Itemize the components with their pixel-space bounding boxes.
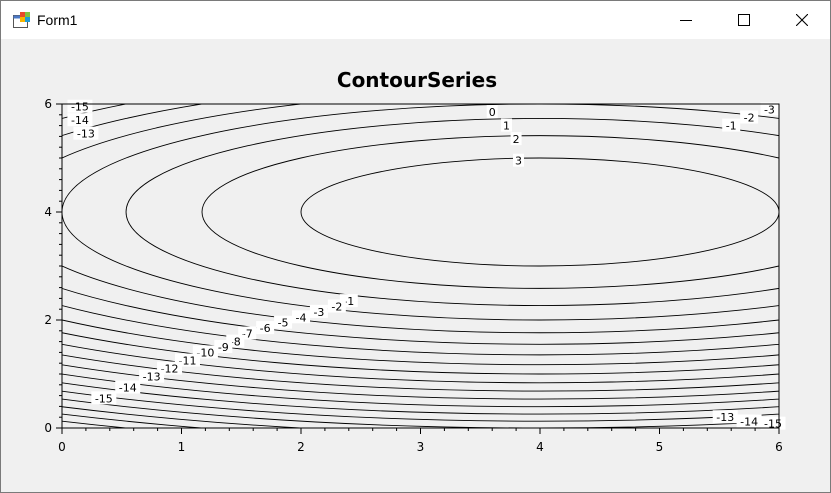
contour-label: -3: [760, 102, 779, 116]
contour-label: -15: [67, 99, 93, 114]
contour-line: [62, 104, 779, 334]
svg-text:-14: -14: [119, 382, 137, 395]
svg-text:-1: -1: [726, 120, 737, 133]
svg-text:-13: -13: [716, 411, 734, 424]
contour-label: -2: [327, 299, 346, 314]
y-tick-label: 2: [44, 313, 52, 327]
contour-line: [300, 157, 779, 267]
contour-label: -14: [115, 380, 141, 395]
x-tick-label: 5: [656, 440, 664, 454]
chart-title: ContourSeries: [337, 68, 497, 92]
y-tick-label: 4: [44, 205, 52, 219]
contour-line: [62, 343, 779, 384]
contour-line: [62, 104, 779, 366]
y-axis: 0 2 4 6: [44, 97, 62, 435]
svg-text:-14: -14: [740, 416, 758, 429]
svg-text:-13: -13: [77, 128, 95, 141]
maximize-button[interactable]: [715, 1, 773, 39]
svg-text:-11: -11: [178, 355, 196, 368]
svg-text:-8: -8: [230, 336, 241, 349]
contour-chart: ContourSeries 0123-1-2-3-4-5-6-7-8-9-10-…: [44, 68, 786, 454]
svg-text:0: 0: [489, 106, 496, 119]
plot-view[interactable]: ContourSeries 0 1 2 3 -1 -2 -3 -4 -5 -6 -7 -8 -9 -10-…: [1, 39, 830, 492]
contour-line: [62, 382, 779, 415]
svg-text:-2: -2: [331, 301, 342, 314]
svg-text:-7: -7: [242, 328, 253, 341]
contour-label: -6: [256, 321, 275, 335]
svg-text:-10: -10: [196, 346, 214, 359]
svg-text:-15: -15: [71, 101, 89, 114]
svg-text:-1: -1: [343, 295, 354, 308]
y-tick-label: 0: [44, 421, 52, 435]
y-tick-label: 6: [44, 97, 52, 111]
svg-text:-13: -13: [143, 371, 161, 384]
contour-label: -14: [736, 414, 762, 429]
contour-label: -2: [740, 110, 759, 125]
contour-line: [125, 118, 779, 306]
contour-line: [62, 364, 779, 400]
contour-label: -13: [73, 126, 99, 141]
contour-line: [62, 104, 779, 345]
contour-line: [62, 373, 779, 408]
x-tick-label: 4: [536, 440, 544, 454]
contour-line: [62, 104, 779, 321]
contour-line: [62, 104, 779, 356]
svg-text:-9: -9: [218, 341, 229, 354]
contour-label: -15: [760, 416, 786, 431]
x-tick-label: 0: [58, 440, 66, 454]
svg-text:-3: -3: [764, 103, 775, 116]
svg-text:-15: -15: [95, 392, 113, 405]
contour-line: [62, 390, 779, 422]
contour-label: 0: [486, 105, 498, 119]
svg-text:-2: -2: [744, 112, 755, 125]
x-tick-label: 1: [178, 440, 186, 454]
winforms-app-icon: [13, 12, 30, 28]
svg-text:-14: -14: [71, 114, 89, 127]
svg-text:-6: -6: [260, 322, 271, 335]
svg-text:3: 3: [515, 155, 522, 168]
x-tick-label: 2: [297, 440, 305, 454]
svg-text:-4: -4: [296, 311, 307, 324]
contour-label: -3: [309, 304, 328, 319]
x-tick-label: 6: [775, 440, 783, 454]
contour-line: [62, 406, 779, 428]
contour-label: -14: [67, 113, 93, 127]
contour-line: [62, 354, 779, 392]
maximize-icon: [738, 14, 750, 26]
contour-label: 3: [512, 153, 524, 168]
minimize-button[interactable]: [657, 1, 715, 39]
contour-label: -4: [292, 310, 310, 324]
svg-text:-12: -12: [161, 363, 179, 376]
close-icon: [796, 14, 808, 26]
svg-text:2: 2: [513, 133, 520, 146]
title-bar[interactable]: Form1: [1, 1, 830, 39]
contour-label: -1: [722, 118, 741, 133]
contour-label: 2: [510, 132, 522, 146]
contour-line: [62, 332, 779, 375]
minimize-icon: [680, 20, 692, 21]
svg-text:-3: -3: [313, 306, 324, 319]
x-axis: 0 1 2 3 4 5 6: [58, 428, 783, 454]
x-tick-label: 3: [417, 440, 425, 454]
svg-text:-5: -5: [278, 317, 289, 330]
svg-text:1: 1: [503, 120, 510, 133]
contour-lines: [62, 104, 779, 428]
contour-label: -5: [274, 315, 293, 330]
close-button[interactable]: [773, 1, 831, 39]
contour-label: 1: [501, 118, 513, 133]
contour-line: [201, 135, 779, 289]
contour-labels: 0123-1-2-3-4-5-6-7-8-9-10-11-12-13-14-15…: [67, 99, 786, 431]
svg-text:-15: -15: [764, 418, 782, 431]
contour-label: -15: [91, 391, 117, 405]
window-title: Form1: [37, 12, 78, 28]
contour-label: -9: [214, 340, 233, 354]
contour-label: -13: [712, 410, 738, 424]
contour-label: -13: [139, 369, 165, 384]
